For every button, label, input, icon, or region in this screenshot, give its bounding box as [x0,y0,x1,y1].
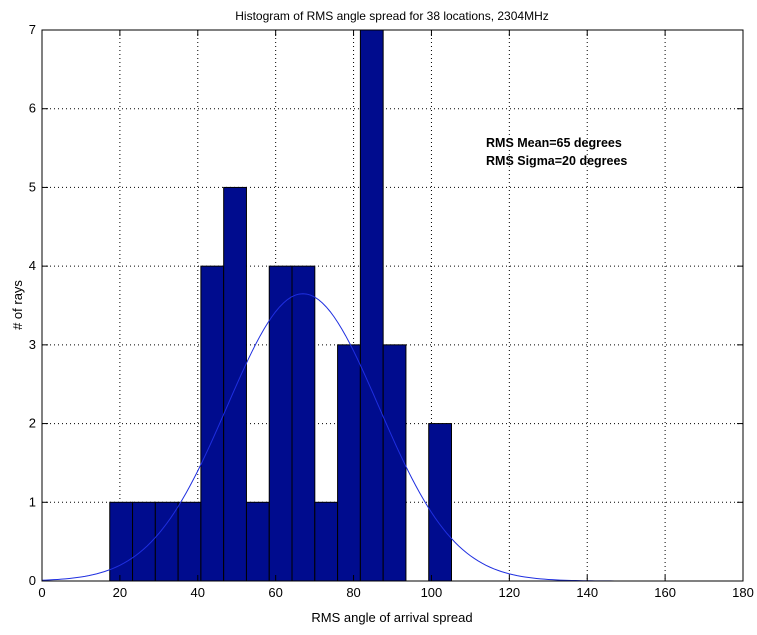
histogram-bar [382,344,407,582]
annotation-sigma: RMS Sigma=20 degrees [486,154,627,168]
plot-frame [41,29,744,582]
y-tick-label: 6 [29,101,36,116]
histogram-bar [109,501,134,582]
annotation-mean: RMS Mean=65 degrees [486,136,622,150]
grid-layer [42,30,743,581]
y-axis-label: # of rays [10,280,25,330]
chart-title: Histogram of RMS angle spread for 38 loc… [235,9,548,23]
y-tick-label: 0 [29,573,36,588]
x-axis-label: RMS angle of arrival spread [311,610,472,625]
histogram-bar [200,265,225,582]
x-tick-label: 20 [113,585,127,600]
x-tick-label: 100 [421,585,443,600]
histogram-bar [314,501,339,582]
histogram-bar [245,501,270,582]
histogram-bar [291,265,316,582]
x-tick-label: 60 [268,585,282,600]
x-tick-label: 180 [732,585,754,600]
histogram-bar [337,344,361,582]
histogram-bar [428,423,453,582]
bars-layer [109,29,453,582]
x-tick-label: 0 [38,585,45,600]
y-tick-label: 3 [29,337,36,352]
histogram-bar [223,186,247,582]
x-tick-label: 160 [654,585,676,600]
histogram-bar [177,501,202,582]
y-tick-label: 5 [29,179,36,194]
y-tick-label: 7 [29,22,36,37]
x-tick-label: 40 [191,585,205,600]
histogram-bar [154,501,179,582]
y-tick-label: 4 [29,258,36,273]
ticks-layer: 0 20 40 60 80 100 120 140 160 180 0 1 2 3 4 5 6 7 [29,22,754,600]
x-tick-label: 80 [346,585,360,600]
y-tick-label: 2 [29,416,36,431]
x-tick-label: 140 [576,585,598,600]
histogram-bar [268,265,293,582]
histogram-bar [359,29,384,582]
x-tick-label: 120 [498,585,520,600]
y-tick-label: 1 [29,494,36,509]
